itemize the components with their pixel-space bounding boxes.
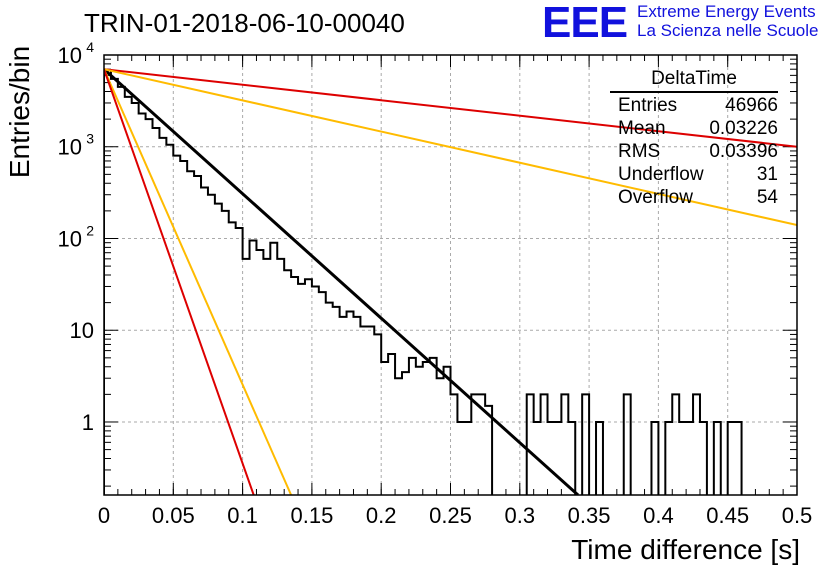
- histogram-outline: [104, 69, 750, 495]
- stats-value: 31: [756, 164, 778, 185]
- stats-row-rms: RMS 0.03396: [610, 140, 778, 163]
- y-tick-label: 10: [70, 318, 94, 343]
- stats-value: 0.03226: [709, 118, 778, 139]
- stats-label: RMS: [618, 141, 661, 162]
- stats-label: Entries: [618, 95, 678, 116]
- y-tick-label: 10: [58, 135, 82, 160]
- stats-label: Overflow: [618, 187, 693, 208]
- stats-row-mean: Mean 0.03226: [610, 117, 778, 140]
- x-tick-label: 0.5: [782, 503, 813, 528]
- y-tick-label: 10: [58, 43, 82, 68]
- x-tick-label: 0.25: [429, 503, 472, 528]
- fit-line-red: [104, 68, 255, 495]
- eee-logo-line2: La Scienza nelle Scuole: [637, 21, 819, 40]
- stats-row-entries: Entries 46966: [610, 94, 778, 117]
- stats-row-underflow: Underflow 31: [610, 163, 778, 186]
- x-tick-label: 0.3: [505, 503, 536, 528]
- stats-label: Mean: [618, 118, 666, 139]
- stats-value: 54: [756, 187, 778, 208]
- stats-value: 0.03396: [709, 141, 778, 162]
- plot-area: [104, 68, 797, 495]
- fit-line-black: [104, 68, 580, 495]
- y-tick-label: 1: [82, 410, 94, 435]
- x-tick-label: 0.4: [643, 503, 674, 528]
- x-tick-label: 0.2: [366, 503, 397, 528]
- y-tick-exponent: 3: [86, 131, 94, 147]
- y-tick-label: 10: [58, 226, 82, 251]
- eee-logo-line1: Extreme Energy Events: [637, 2, 816, 21]
- y-tick-exponent: 2: [86, 222, 94, 238]
- stats-row-overflow: Overflow 54: [610, 186, 778, 209]
- x-tick-label: 0.15: [290, 503, 333, 528]
- run-title: TRIN-01-2018-06-10-00040: [84, 8, 405, 38]
- fit-line-orange: [104, 68, 797, 227]
- x-tick-label: 0.05: [152, 503, 195, 528]
- x-axis-label: Time difference [s]: [571, 534, 800, 565]
- stats-title: DeltaTime: [610, 68, 778, 93]
- x-tick-label: 0.1: [227, 503, 258, 528]
- stats-box: DeltaTime Entries 46966 Mean 0.03226 RMS…: [610, 68, 778, 209]
- eee-logo: EEE: [542, 0, 628, 47]
- x-tick-label: 0.35: [568, 503, 611, 528]
- x-tick-label: 0.45: [706, 503, 749, 528]
- y-axis-label: Entries/bin: [4, 45, 35, 179]
- fit-line-orange: [104, 68, 293, 495]
- y-tick-exponent: 4: [86, 39, 94, 55]
- fit-line-red: [104, 68, 797, 148]
- x-tick-label: 0: [98, 503, 110, 528]
- stats-label: Underflow: [618, 164, 704, 185]
- stats-value: 46966: [725, 95, 778, 116]
- plot-frame: [103, 54, 798, 496]
